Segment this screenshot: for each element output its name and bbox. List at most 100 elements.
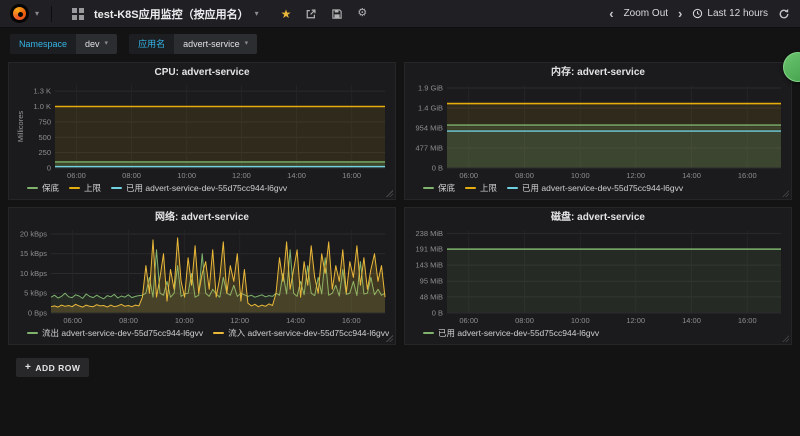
legend-item[interactable]: 保底 <box>27 182 59 194</box>
legend-label: 上限 <box>480 183 498 193</box>
svg-text:954 MiB: 954 MiB <box>415 124 443 133</box>
zoom-out-button[interactable]: Zoom Out <box>623 8 669 19</box>
legend-color-dash <box>507 186 519 190</box>
panel-legend: 保底 上限 已用 advert-service-dev-55d75cc944-l6g… <box>411 181 785 194</box>
legend-color-dash <box>27 331 38 335</box>
svg-text:16:00: 16:00 <box>738 316 757 325</box>
legend-item[interactable]: 保底 <box>423 182 455 194</box>
settings-gear-icon[interactable]: ⚙ <box>357 7 368 19</box>
variable-appname-label: 应用名 <box>129 33 175 54</box>
legend-item[interactable]: 已用 advert-service-dev-55d75cc944-l6gvv <box>423 327 599 339</box>
svg-text:08:00: 08:00 <box>119 316 138 325</box>
panel-legend: 流出 advert-service-dev-55d75cc944-l6gvv 流入… <box>15 326 389 339</box>
legend-label: 已用 advert-service-dev-55d75cc944-l6gvv <box>522 183 684 193</box>
svg-text:12:00: 12:00 <box>232 171 251 180</box>
dashboard-area: CPU: advert-service 0 250 500 750 1.0 K 1.3 K… <box>0 59 800 377</box>
svg-text:14:00: 14:00 <box>287 171 306 180</box>
legend-item[interactable]: 上限 <box>69 182 101 194</box>
panel-title[interactable]: 磁盘: advert-service <box>551 212 645 223</box>
clock-icon <box>693 8 703 19</box>
nav-divider <box>51 5 53 22</box>
legend-color-dash <box>111 186 123 190</box>
svg-text:143 MiB: 143 MiB <box>415 261 443 270</box>
plus-icon: + <box>25 362 32 373</box>
save-icon[interactable] <box>331 8 343 20</box>
svg-text:0: 0 <box>47 164 51 173</box>
panel-resize-handle[interactable] <box>782 190 789 197</box>
panel-title[interactable]: 网络: advert-service <box>155 212 249 223</box>
panel-legend: 保底 上限 已用 advert-service-dev-55d75cc944-l6g… <box>15 181 389 194</box>
legend-label: 已用 advert-service-dev-55d75cc944-l6gvv <box>438 328 600 338</box>
panel-memory: 内存: advert-service 0 B 477 MiB 954 MiB 1.4 … <box>404 62 792 200</box>
panel-resize-handle[interactable] <box>386 190 393 197</box>
cpu-chart[interactable]: 0 250 500 750 1.0 K 1.3 K 06:00 08:00 10:00 12:00… <box>15 81 389 181</box>
dashboard-grid-icon <box>72 7 85 20</box>
panel-network: 网络: advert-service 0 Bps 5 kBps 10 kBps 15 … <box>8 207 396 345</box>
chevron-down-icon[interactable]: ▾ <box>35 8 40 18</box>
panel-legend: 已用 advert-service-dev-55d75cc944-l6gvv <box>411 326 785 339</box>
svg-text:14:00: 14:00 <box>682 171 701 180</box>
panel-resize-handle[interactable] <box>386 335 393 342</box>
svg-text:477 MiB: 477 MiB <box>415 144 443 153</box>
svg-text:16:00: 16:00 <box>342 316 361 325</box>
svg-text:10:00: 10:00 <box>175 316 194 325</box>
svg-text:14:00: 14:00 <box>286 316 305 325</box>
variable-appname-dropdown[interactable]: advert-service ▾ <box>174 33 258 54</box>
svg-text:1.3 K: 1.3 K <box>33 87 51 96</box>
svg-text:191 MiB: 191 MiB <box>415 245 443 254</box>
share-icon[interactable] <box>305 8 317 20</box>
svg-text:0 Bps: 0 Bps <box>28 309 47 318</box>
svg-text:500: 500 <box>38 133 51 142</box>
time-shift-right-icon[interactable]: › <box>678 6 683 21</box>
svg-text:12:00: 12:00 <box>626 171 645 180</box>
legend-label: 上限 <box>84 183 102 193</box>
chevron-down-icon: ▾ <box>104 40 109 47</box>
svg-text:1.4 GiB: 1.4 GiB <box>418 104 443 113</box>
time-range-picker[interactable]: Last 12 hours <box>692 8 768 19</box>
svg-text:1.9 GiB: 1.9 GiB <box>418 84 443 93</box>
dashboard-title[interactable]: test-K8S应用监控（按应用名） <box>94 8 249 21</box>
refresh-icon[interactable] <box>778 8 790 20</box>
svg-text:10:00: 10:00 <box>571 171 590 180</box>
memory-chart[interactable]: 0 B 477 MiB 954 MiB 1.4 GiB 1.9 GiB 06:00 08:0… <box>411 81 785 181</box>
legend-item[interactable]: 已用 advert-service-dev-55d75cc944-l6gvv <box>507 182 683 194</box>
time-shift-left-icon[interactable]: ‹ <box>609 6 614 21</box>
legend-color-dash <box>69 186 81 190</box>
panel-disk: 磁盘: advert-service 0 B 48 MiB 95 MiB 143 Mi… <box>404 207 792 345</box>
svg-text:06:00: 06:00 <box>63 316 82 325</box>
legend-item[interactable]: 已用 advert-service-dev-55d75cc944-l6gvv <box>111 182 287 194</box>
svg-text:08:00: 08:00 <box>515 316 534 325</box>
chevron-down-icon[interactable]: ▾ <box>254 8 259 18</box>
time-range-label: Last 12 hours <box>707 8 768 19</box>
svg-text:95 MiB: 95 MiB <box>420 277 443 286</box>
panel-cpu: CPU: advert-service 0 250 500 750 1.0 K 1.3 K… <box>8 62 396 200</box>
legend-color-dash <box>465 186 477 190</box>
variable-namespace: Namespace dev ▾ <box>10 33 118 54</box>
panel-resize-handle[interactable] <box>782 335 789 342</box>
svg-text:08:00: 08:00 <box>122 171 141 180</box>
add-row-button[interactable]: + ADD ROW <box>16 358 90 377</box>
grafana-logo-swirl <box>13 7 26 20</box>
variable-namespace-label: Namespace <box>10 33 77 54</box>
svg-text:1.0 K: 1.0 K <box>33 102 51 111</box>
svg-text:16:00: 16:00 <box>342 171 361 180</box>
legend-label: 已用 advert-service-dev-55d75cc944-l6gvv <box>126 183 288 193</box>
svg-text:14:00: 14:00 <box>682 316 701 325</box>
svg-text:10:00: 10:00 <box>177 171 196 180</box>
star-icon[interactable]: ★ <box>280 6 292 21</box>
svg-text:06:00: 06:00 <box>67 171 86 180</box>
legend-item[interactable]: 流出 advert-service-dev-55d75cc944-l6gvv <box>27 327 203 339</box>
svg-text:10 kBps: 10 kBps <box>20 269 47 278</box>
network-chart[interactable]: 0 Bps 5 kBps 10 kBps 15 kBps 20 kBps 06:00 08:… <box>15 226 389 326</box>
chevron-down-icon: ▾ <box>244 40 249 47</box>
variable-namespace-dropdown[interactable]: dev ▾ <box>76 33 118 54</box>
svg-text:08:00: 08:00 <box>515 171 534 180</box>
panel-title[interactable]: 内存: advert-service <box>551 67 645 78</box>
legend-item[interactable]: 上限 <box>465 182 497 194</box>
grafana-logo[interactable] <box>10 4 29 23</box>
svg-text:06:00: 06:00 <box>459 171 478 180</box>
legend-item[interactable]: 流入 advert-service-dev-55d75cc944-l6gvv <box>213 327 389 339</box>
disk-chart[interactable]: 0 B 48 MiB 95 MiB 143 MiB 191 MiB 238 MiB 06:0… <box>411 226 785 326</box>
svg-text:5 kBps: 5 kBps <box>24 289 47 298</box>
panel-title[interactable]: CPU: advert-service <box>154 67 250 78</box>
